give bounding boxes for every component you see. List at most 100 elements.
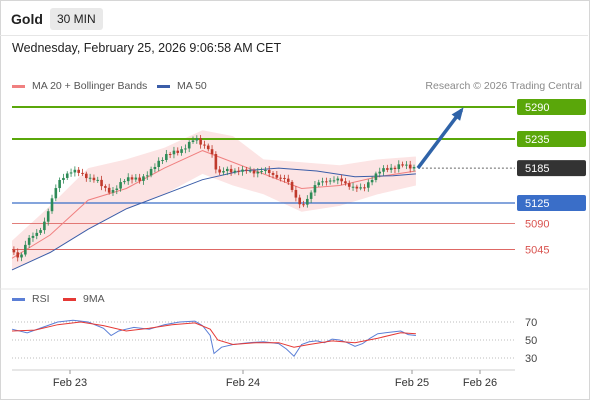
candle-body <box>58 180 61 189</box>
candle-body <box>126 177 130 182</box>
candle-body <box>313 185 317 193</box>
candle-body <box>229 168 233 173</box>
candle-body <box>20 254 23 258</box>
candle-body <box>130 177 134 180</box>
rsi-tick-70: 70 <box>525 317 537 329</box>
candle-body <box>39 230 42 233</box>
candle-body <box>35 232 39 236</box>
candle-body <box>199 138 202 145</box>
candle-body <box>256 171 260 174</box>
candle-body <box>374 173 378 180</box>
candle-body <box>184 148 187 150</box>
candle-body <box>328 180 332 182</box>
copyright: Research © 2026 Trading Central <box>425 80 582 92</box>
candle-body <box>271 173 275 175</box>
level-label-5125: 5125 <box>525 198 549 210</box>
level-label-5185: 5185 <box>525 163 549 175</box>
candle-body <box>85 173 88 179</box>
candle-body <box>351 186 355 188</box>
candle-body <box>168 154 172 156</box>
candle-body <box>279 177 282 179</box>
candle-body <box>142 176 145 181</box>
candle-body <box>267 169 271 174</box>
candle-body <box>241 169 244 172</box>
candle-body <box>153 166 157 170</box>
rsi-ma-swatch <box>63 297 76 301</box>
candle-body <box>233 170 237 173</box>
ma20-line <box>11 150 416 259</box>
candle-body <box>31 235 35 238</box>
candle-body <box>245 169 248 171</box>
instrument-title: Gold <box>11 11 43 27</box>
candle-body <box>298 197 302 205</box>
candle-body <box>138 177 141 181</box>
candle-body <box>195 138 199 141</box>
candle-body <box>50 198 54 212</box>
candle-body <box>214 153 218 170</box>
forecast-arrow-shaft <box>416 108 464 170</box>
candle-body <box>172 150 176 155</box>
candle-body <box>393 167 397 170</box>
candle-body <box>123 181 126 183</box>
candle-body <box>12 249 16 253</box>
candle-body <box>366 182 370 188</box>
candle-body <box>180 149 183 153</box>
candle-body <box>344 181 347 184</box>
candle-body <box>260 171 263 173</box>
candle-body <box>321 181 324 183</box>
x-tick-label: Feb 23 <box>53 377 87 389</box>
candle-body <box>309 192 313 199</box>
ma50-swatch <box>157 84 170 88</box>
candle-body <box>347 183 351 187</box>
candle-body <box>294 189 298 198</box>
candle-body <box>203 144 206 146</box>
candle-body <box>107 187 111 193</box>
candle-body <box>119 182 122 189</box>
candles-group <box>12 135 416 262</box>
candle-body <box>210 149 214 154</box>
rsi-tick-30: 30 <box>525 353 537 365</box>
candle-body <box>43 221 46 231</box>
candle-body <box>363 187 366 189</box>
candle-body <box>100 179 103 187</box>
ma20-swatch <box>12 84 25 88</box>
ma50-line <box>11 167 416 271</box>
forecast-arrow-head <box>451 107 464 121</box>
candle-body <box>176 150 180 153</box>
bollinger-band-area <box>12 130 416 270</box>
timeframe-tab[interactable]: 30 MIN <box>50 8 103 30</box>
candle-body <box>264 169 267 172</box>
candle-body <box>62 177 65 181</box>
candle-body <box>145 175 149 177</box>
candle-body <box>206 145 210 150</box>
candle-body <box>222 171 225 173</box>
candle-body <box>187 141 191 149</box>
candle-body <box>412 167 416 169</box>
legend-ma20: MA 20 + Bollinger Bands <box>12 80 147 92</box>
candle-body <box>65 173 69 178</box>
candle-body <box>111 190 115 193</box>
candle-body <box>408 164 412 169</box>
legend-rsi-ma: 9MA <box>63 293 105 305</box>
legend-ma50: MA 50 <box>157 80 207 92</box>
candle-body <box>389 167 393 170</box>
x-tick-label: Feb 25 <box>395 377 429 389</box>
legend-ma20-label: MA 20 + Bollinger Bands <box>32 80 148 92</box>
x-tick-label: Feb 26 <box>463 377 497 389</box>
level-tag-5235 <box>517 131 586 147</box>
candle-body <box>252 170 256 174</box>
candle-body <box>237 170 241 172</box>
candle-body <box>248 170 252 172</box>
candle-body <box>359 187 362 189</box>
level-label-5090: 5090 <box>525 218 549 230</box>
x-tick-label: Feb 24 <box>226 377 260 389</box>
level-label-5045: 5045 <box>525 245 549 257</box>
candle-body <box>306 198 309 205</box>
candle-body <box>92 177 96 181</box>
candle-body <box>382 168 385 172</box>
candle-body <box>370 179 374 183</box>
candle-body <box>27 237 31 245</box>
candle-body <box>275 174 279 178</box>
candle-body <box>302 204 305 206</box>
